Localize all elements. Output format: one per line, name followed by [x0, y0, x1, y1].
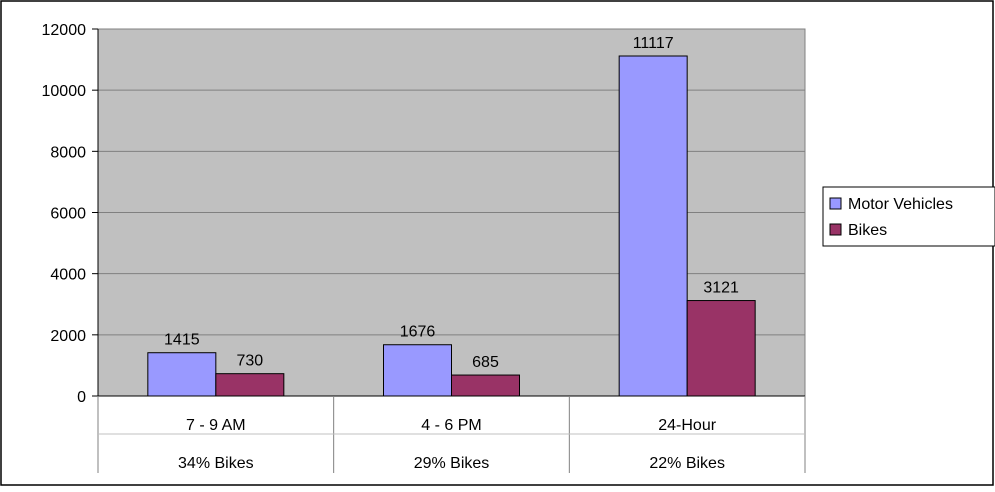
bar-motor-vehicles [618, 55, 688, 397]
legend-swatch [829, 197, 842, 210]
bar-motor-vehicles [383, 344, 452, 397]
legend-label: Motor Vehicles [848, 196, 953, 213]
data-label: 11117 [633, 35, 674, 52]
bar-bikes [215, 373, 285, 397]
y-tick-label: 2000 [50, 328, 86, 345]
bar-bikes [686, 300, 756, 397]
y-tick-label: 0 [77, 389, 86, 406]
data-labels: 1415 730 1676 685 11117 3121 [164, 35, 739, 371]
data-label: 1415 [164, 332, 200, 349]
legend-label: Bikes [848, 222, 887, 239]
y-tick-label: 8000 [50, 144, 86, 161]
category-sublabel: 22% Bikes [649, 455, 725, 472]
bars [147, 55, 756, 397]
x-axis [97, 29, 805, 397]
category-label: 24-Hour [658, 417, 716, 434]
category-label: 4 - 6 PM [421, 417, 481, 434]
category-table: 7 - 9 AM 34% Bikes 4 - 6 PM 29% Bikes 24-Hou… [97, 396, 806, 473]
data-label: 1676 [400, 324, 436, 341]
bar-motor-vehicles [147, 352, 217, 397]
legend: Motor Vehicles Bikes [822, 186, 995, 247]
y-tick-label: 12000 [42, 22, 87, 39]
data-label: 685 [472, 354, 499, 371]
legend-box [822, 186, 995, 247]
y-tick-label: 6000 [50, 206, 86, 223]
category-sublabel: 29% Bikes [414, 455, 490, 472]
category-sublabel: 34% Bikes [178, 455, 254, 472]
category-label: 7 - 9 AM [186, 417, 246, 434]
y-tick-label: 4000 [50, 267, 86, 284]
bar-bikes [451, 374, 520, 397]
y-axis-tick-labels: 0 2000 4000 6000 8000 10000 12000 [42, 22, 98, 406]
data-label: 3121 [703, 280, 739, 297]
legend-swatch [829, 223, 842, 236]
y-tick-label: 10000 [42, 83, 87, 100]
data-label: 730 [236, 353, 263, 370]
